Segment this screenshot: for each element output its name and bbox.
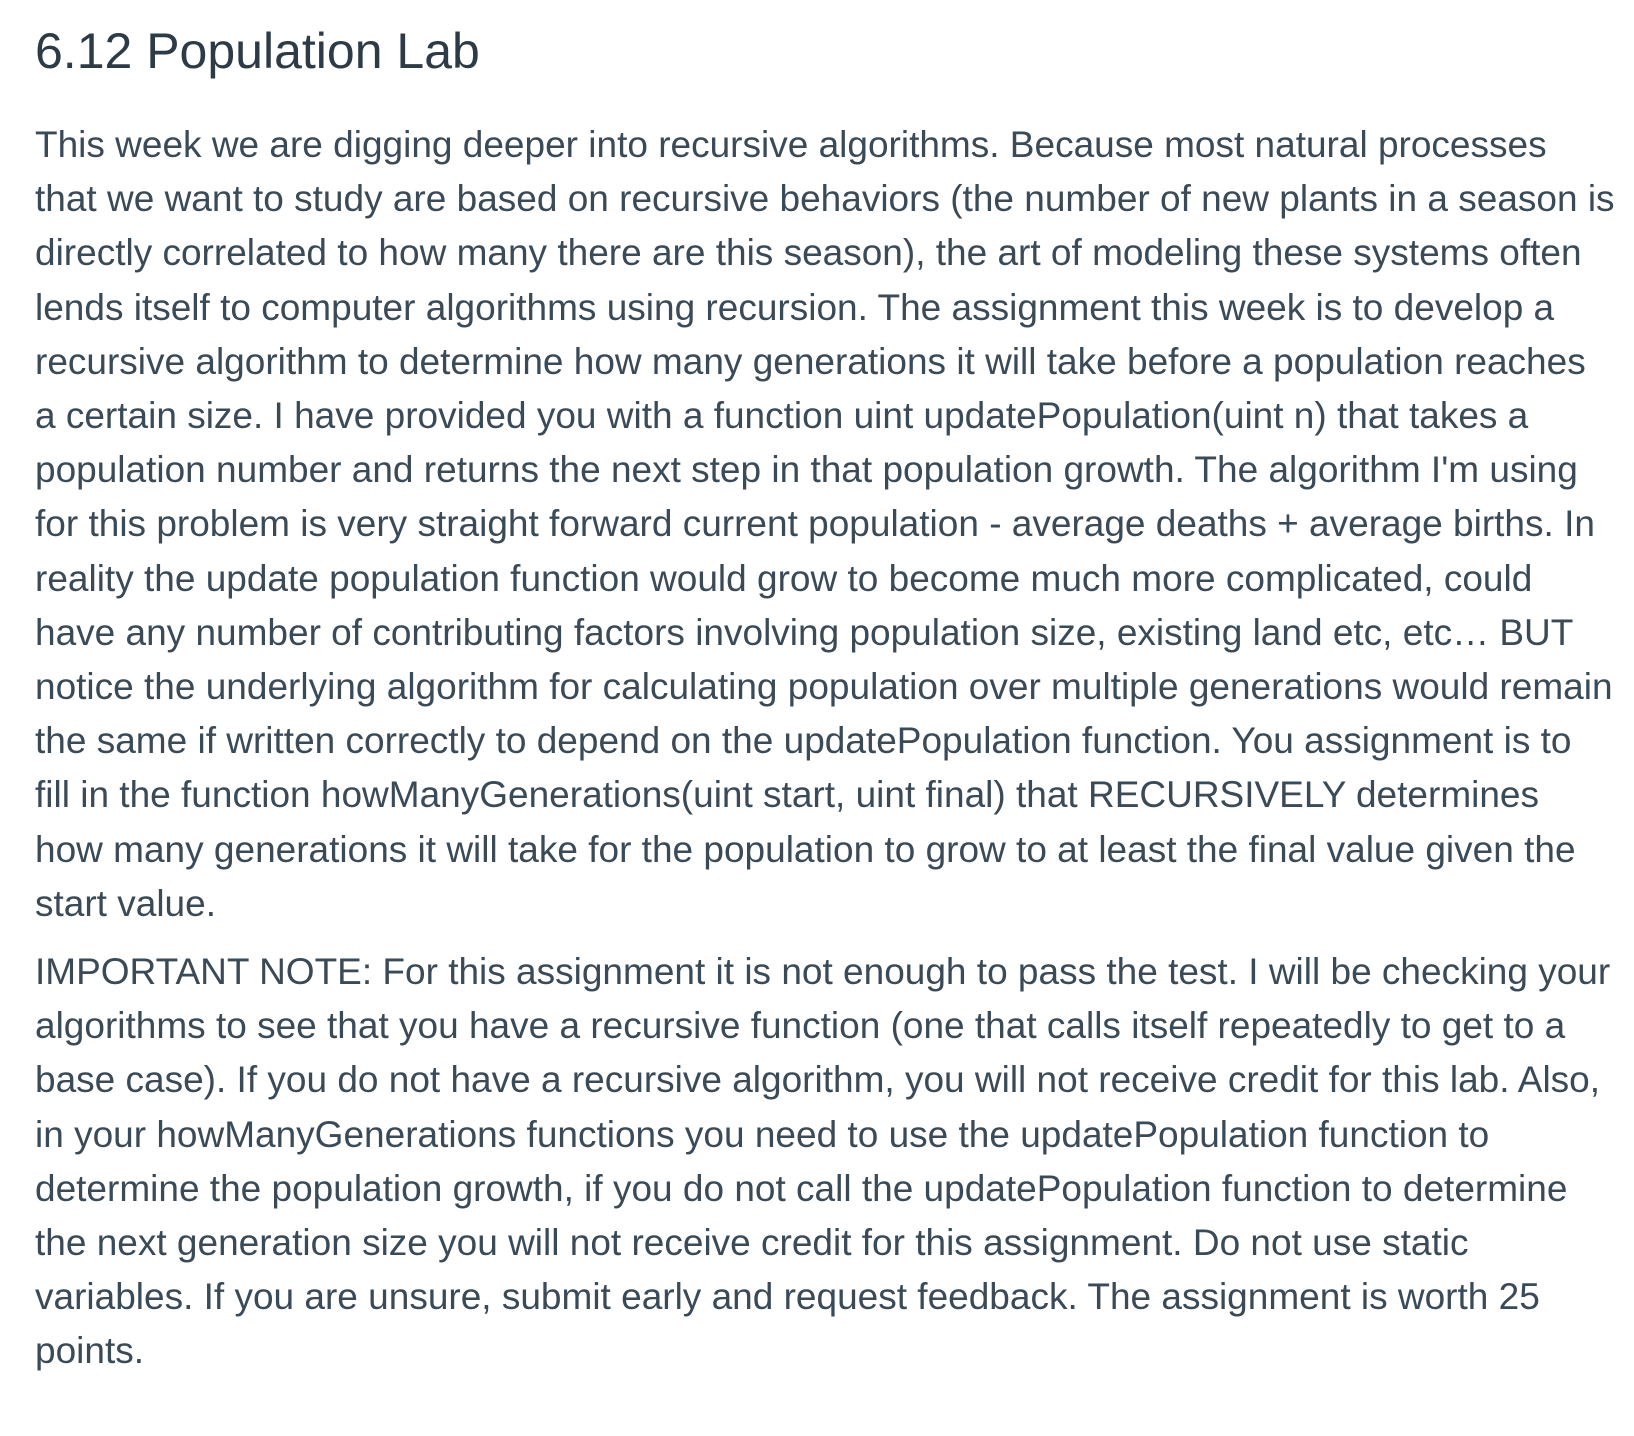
page-title: 6.12 Population Lab — [35, 23, 480, 79]
assignment-description-paragraph: This week we are digging deeper into rec… — [35, 124, 1615, 924]
lab-document: 6.12 Population Lab This week we are dig… — [35, 0, 1615, 1379]
important-note-paragraph: IMPORTANT NOTE: For this assignment it i… — [35, 951, 1611, 1372]
